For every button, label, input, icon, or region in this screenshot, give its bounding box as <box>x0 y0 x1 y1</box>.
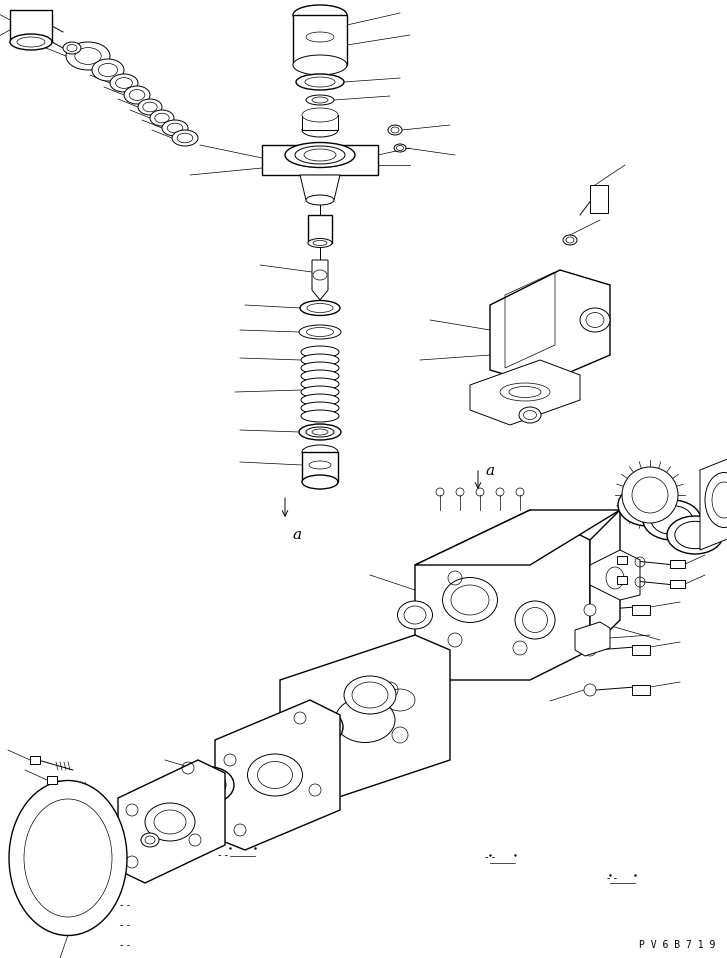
Ellipse shape <box>296 74 344 90</box>
Bar <box>308 215 332 243</box>
Ellipse shape <box>138 99 162 115</box>
Ellipse shape <box>667 516 723 554</box>
Ellipse shape <box>302 108 338 122</box>
Ellipse shape <box>285 143 355 168</box>
Bar <box>617 556 627 564</box>
Ellipse shape <box>299 424 341 440</box>
Bar <box>293 15 347 65</box>
Ellipse shape <box>150 110 174 126</box>
Ellipse shape <box>643 500 701 540</box>
Text: a: a <box>292 528 301 542</box>
Ellipse shape <box>344 676 396 714</box>
Ellipse shape <box>302 123 338 137</box>
Ellipse shape <box>306 195 334 205</box>
Polygon shape <box>700 450 727 550</box>
Polygon shape <box>415 510 590 680</box>
Ellipse shape <box>301 402 339 414</box>
Bar <box>590 185 608 213</box>
Ellipse shape <box>519 407 541 423</box>
Ellipse shape <box>9 781 127 936</box>
Polygon shape <box>470 360 580 425</box>
Ellipse shape <box>394 144 406 152</box>
Ellipse shape <box>301 362 339 374</box>
Text: P V 6 B 7 1 9: P V 6 B 7 1 9 <box>638 940 715 950</box>
Polygon shape <box>215 700 340 850</box>
Ellipse shape <box>301 370 339 382</box>
Polygon shape <box>280 635 450 805</box>
Text: - -: - - <box>120 900 130 910</box>
Ellipse shape <box>10 34 52 50</box>
Ellipse shape <box>124 86 150 104</box>
Ellipse shape <box>302 475 338 489</box>
Ellipse shape <box>306 95 334 105</box>
Ellipse shape <box>293 55 347 75</box>
Ellipse shape <box>580 308 610 332</box>
Ellipse shape <box>299 325 341 339</box>
Text: - -: - - <box>607 873 617 883</box>
Text: - -: - - <box>218 850 228 860</box>
Ellipse shape <box>172 130 198 146</box>
Polygon shape <box>590 510 620 650</box>
Ellipse shape <box>563 235 577 245</box>
Ellipse shape <box>92 59 124 81</box>
Bar <box>302 115 338 130</box>
Polygon shape <box>300 175 340 200</box>
Bar <box>302 452 338 482</box>
Ellipse shape <box>63 42 81 54</box>
Ellipse shape <box>300 301 340 315</box>
Text: a: a <box>485 464 494 478</box>
Circle shape <box>584 684 596 696</box>
Bar <box>632 685 650 695</box>
Ellipse shape <box>301 410 339 422</box>
Circle shape <box>584 644 596 656</box>
Ellipse shape <box>388 125 402 135</box>
Polygon shape <box>415 510 620 565</box>
Ellipse shape <box>66 42 110 70</box>
Ellipse shape <box>301 354 339 366</box>
Ellipse shape <box>141 833 159 847</box>
Bar <box>670 580 685 588</box>
Circle shape <box>622 467 678 523</box>
Ellipse shape <box>302 445 338 459</box>
Ellipse shape <box>293 5 347 25</box>
Polygon shape <box>262 145 378 175</box>
Bar <box>632 645 650 655</box>
Text: - -: - - <box>120 940 130 950</box>
Circle shape <box>584 604 596 616</box>
Text: - -: - - <box>120 920 130 930</box>
Ellipse shape <box>301 386 339 398</box>
Bar <box>47 776 57 784</box>
Bar <box>617 576 627 584</box>
Ellipse shape <box>308 239 332 247</box>
Polygon shape <box>590 550 640 600</box>
Ellipse shape <box>293 708 343 746</box>
Polygon shape <box>575 622 610 656</box>
Polygon shape <box>118 760 225 883</box>
Bar <box>670 560 685 568</box>
Bar <box>632 605 650 615</box>
Ellipse shape <box>162 120 188 136</box>
Ellipse shape <box>398 601 433 629</box>
Text: - -: - - <box>485 852 495 862</box>
Bar <box>30 756 40 764</box>
Ellipse shape <box>301 346 339 358</box>
Ellipse shape <box>301 378 339 390</box>
Polygon shape <box>10 10 52 42</box>
Ellipse shape <box>618 484 678 526</box>
Ellipse shape <box>110 74 138 92</box>
Ellipse shape <box>301 394 339 406</box>
Polygon shape <box>312 260 328 300</box>
Ellipse shape <box>186 767 234 803</box>
Polygon shape <box>490 270 610 385</box>
